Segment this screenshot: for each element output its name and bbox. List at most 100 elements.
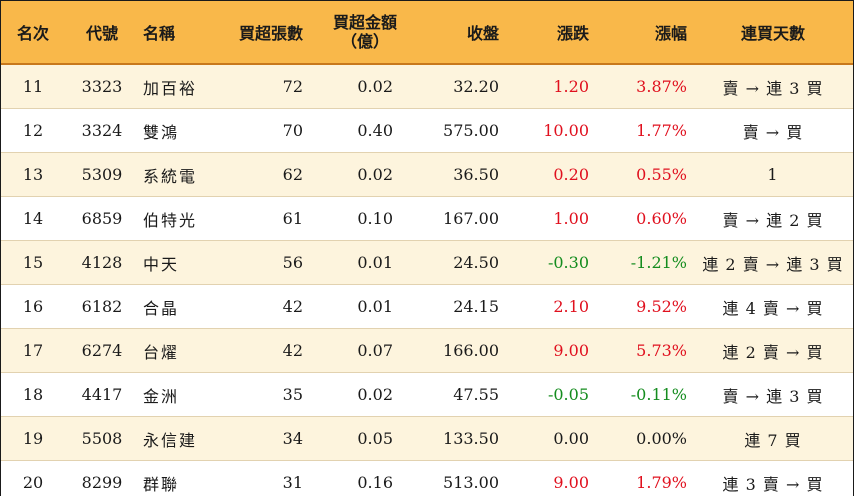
close-cell: 24.50 <box>415 241 511 285</box>
close-cell: 24.15 <box>415 285 511 329</box>
change-cell: 0.00 <box>511 417 601 461</box>
rank-cell: 19 <box>1 417 65 461</box>
net-amount-cell: 0.02 <box>315 64 415 109</box>
change-cell: 2.10 <box>511 285 601 329</box>
streak-cell: 1 <box>693 153 853 197</box>
net-lots-cell: 31 <box>223 461 315 504</box>
rank-cell: 18 <box>1 373 65 417</box>
net-amount-cell: 0.01 <box>315 241 415 285</box>
name-cell: 合晶 <box>139 285 223 329</box>
net-amount-cell: 0.07 <box>315 329 415 373</box>
close-cell: 166.00 <box>415 329 511 373</box>
close-cell: 32.20 <box>415 64 511 109</box>
code-cell: 5508 <box>65 417 139 461</box>
code-cell: 5309 <box>65 153 139 197</box>
code-cell: 6182 <box>65 285 139 329</box>
net-lots-cell: 34 <box>223 417 315 461</box>
change-cell: -0.30 <box>511 241 601 285</box>
rank-cell: 15 <box>1 241 65 285</box>
header-change-pct: 漲幅 <box>601 1 693 64</box>
net-amount-cell: 0.10 <box>315 197 415 241</box>
change-cell: 1.00 <box>511 197 601 241</box>
change-pct-cell: 1.77% <box>601 109 693 153</box>
header-net-amount-line1: 買超金額 <box>315 13 415 32</box>
name-cell: 雙鴻 <box>139 109 223 153</box>
net-lots-cell: 62 <box>223 153 315 197</box>
net-amount-cell: 0.02 <box>315 373 415 417</box>
change-cell: 9.00 <box>511 461 601 504</box>
net-amount-cell: 0.02 <box>315 153 415 197</box>
code-cell: 6274 <box>65 329 139 373</box>
change-pct-cell: 0.55% <box>601 153 693 197</box>
header-code: 代號 <box>65 1 139 64</box>
header-net-amount: 買超金額 （億） <box>315 1 415 64</box>
name-cell: 金洲 <box>139 373 223 417</box>
net-amount-cell: 0.16 <box>315 461 415 504</box>
code-cell: 8299 <box>65 461 139 504</box>
header-close: 收盤 <box>415 1 511 64</box>
name-cell: 伯特光 <box>139 197 223 241</box>
change-cell: 1.20 <box>511 64 601 109</box>
change-cell: 10.00 <box>511 109 601 153</box>
net-lots-cell: 72 <box>223 64 315 109</box>
header-rank: 名次 <box>1 1 65 64</box>
streak-cell: 連 3 賣 → 買 <box>693 461 853 504</box>
net-amount-cell: 0.40 <box>315 109 415 153</box>
streak-cell: 賣 → 連 3 買 <box>693 64 853 109</box>
streak-cell: 賣 → 買 <box>693 109 853 153</box>
net-lots-cell: 42 <box>223 329 315 373</box>
rank-cell: 11 <box>1 64 65 109</box>
close-cell: 575.00 <box>415 109 511 153</box>
close-cell: 167.00 <box>415 197 511 241</box>
change-pct-cell: 5.73% <box>601 329 693 373</box>
code-cell: 3323 <box>65 64 139 109</box>
net-lots-cell: 61 <box>223 197 315 241</box>
close-cell: 133.50 <box>415 417 511 461</box>
rank-cell: 17 <box>1 329 65 373</box>
net-lots-cell: 42 <box>223 285 315 329</box>
net-amount-cell: 0.01 <box>315 285 415 329</box>
header-row: 名次 代號 名稱 買超張數 買超金額 （億） 收盤 漲跌 漲幅 連買天數 <box>1 1 853 64</box>
close-cell: 36.50 <box>415 153 511 197</box>
name-cell: 中天 <box>139 241 223 285</box>
streak-cell: 連 2 賣 → 連 3 買 <box>693 241 853 285</box>
code-cell: 4128 <box>65 241 139 285</box>
name-cell: 永信建 <box>139 417 223 461</box>
change-pct-cell: 0.00% <box>601 417 693 461</box>
name-cell: 台燿 <box>139 329 223 373</box>
streak-cell: 連 7 買 <box>693 417 853 461</box>
change-cell: 9.00 <box>511 329 601 373</box>
rank-cell: 20 <box>1 461 65 504</box>
change-pct-cell: 3.87% <box>601 64 693 109</box>
rank-cell: 14 <box>1 197 65 241</box>
change-pct-cell: -1.21% <box>601 241 693 285</box>
header-change: 漲跌 <box>511 1 601 64</box>
net-lots-cell: 35 <box>223 373 315 417</box>
header-name: 名稱 <box>139 1 223 64</box>
streak-cell: 連 4 賣 → 買 <box>693 285 853 329</box>
table-header: 名次 代號 名稱 買超張數 買超金額 （億） 收盤 漲跌 漲幅 連買天數 <box>1 1 853 64</box>
rank-cell: 12 <box>1 109 65 153</box>
change-pct-cell: 0.60% <box>601 197 693 241</box>
header-net-amount-line2: （億） <box>315 32 415 51</box>
change-pct-cell: 1.79% <box>601 461 693 504</box>
close-cell: 513.00 <box>415 461 511 504</box>
name-cell: 加百裕 <box>139 64 223 109</box>
code-cell: 6859 <box>65 197 139 241</box>
header-streak: 連買天數 <box>693 1 853 64</box>
close-cell: 47.55 <box>415 373 511 417</box>
rank-cell: 13 <box>1 153 65 197</box>
rank-cell: 16 <box>1 285 65 329</box>
